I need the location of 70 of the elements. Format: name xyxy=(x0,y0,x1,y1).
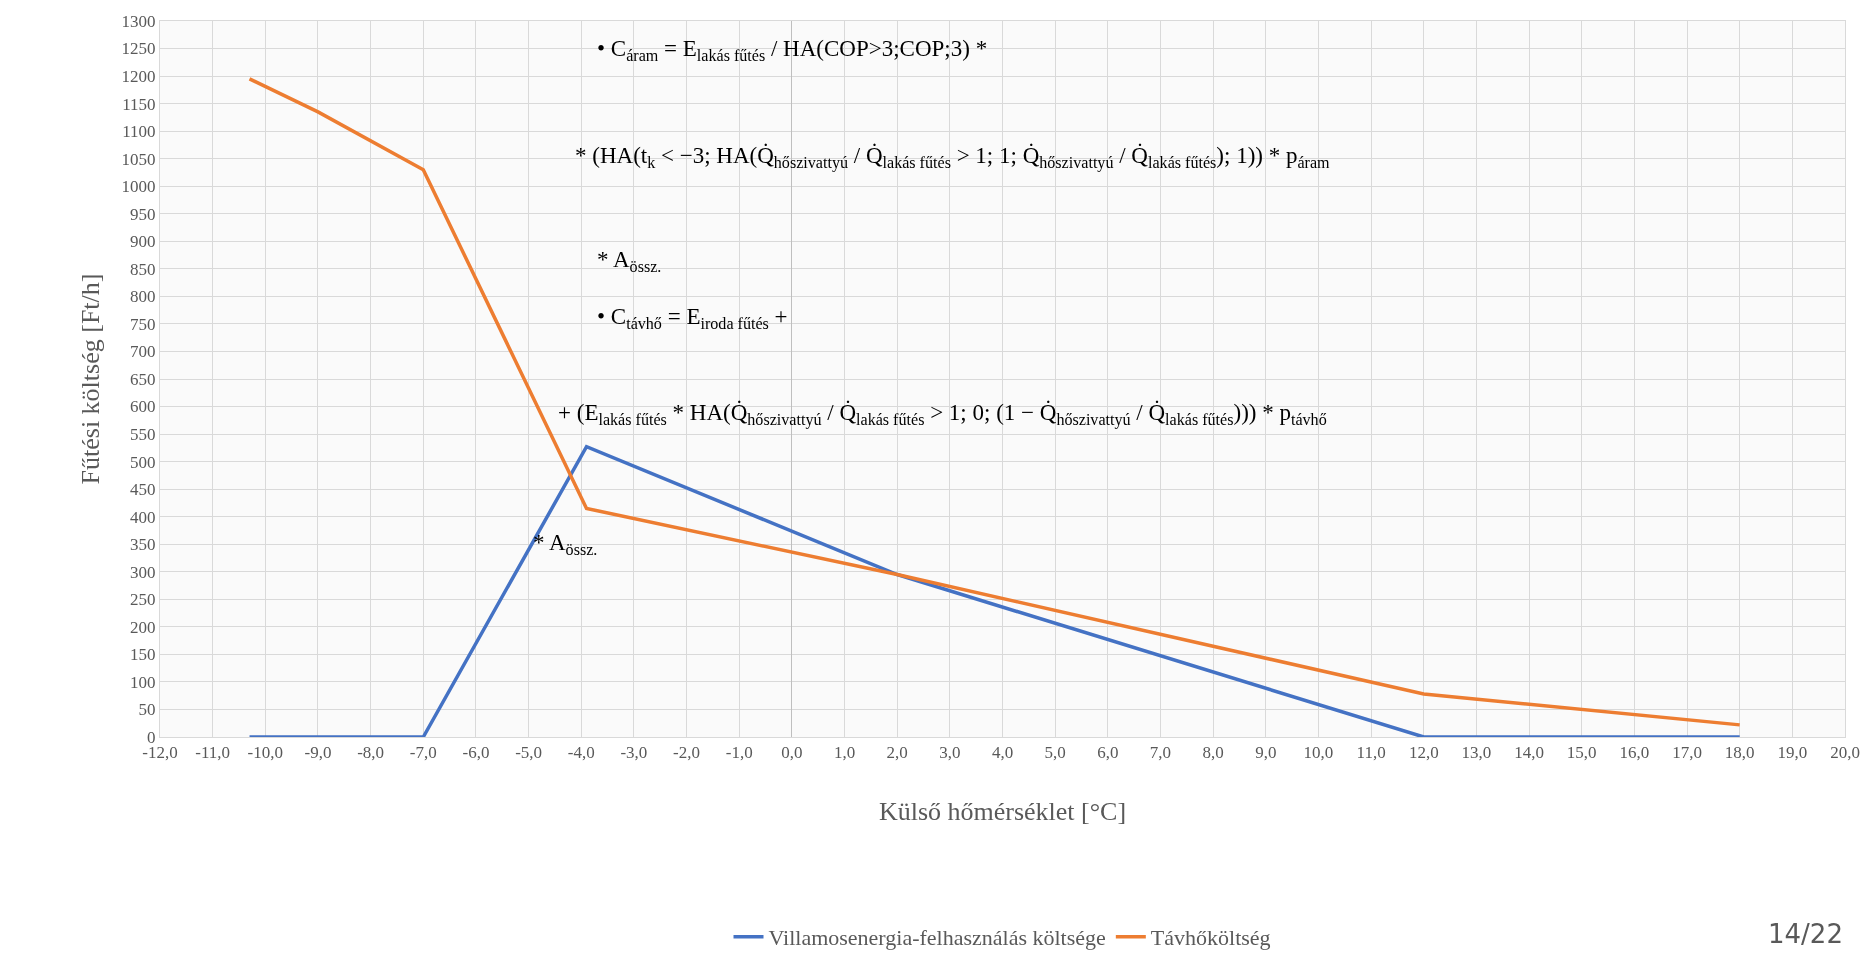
x-tick-label: 20,0 xyxy=(1830,743,1860,763)
y-tick-label: 450 xyxy=(130,480,156,500)
y-tick-label: 900 xyxy=(130,232,156,252)
x-tick-label: 19,0 xyxy=(1777,743,1808,763)
x-tick-label: 10,0 xyxy=(1303,743,1334,763)
x-tick-label: 8,0 xyxy=(1202,743,1224,763)
text: 14/22 xyxy=(1768,919,1843,949)
x-tick-label: 4,0 xyxy=(991,743,1014,763)
x-tick-label: -5,0 xyxy=(515,743,543,763)
x-tick-label: 15,0 xyxy=(1566,743,1597,763)
y-tick-label: 800 xyxy=(130,287,156,307)
annotation: • C$_{távhő}$ = E$_{iroda fűtés}$ + xyxy=(597,304,788,332)
y-tick-label: 500 xyxy=(130,452,156,472)
x-tick-label: 17,0 xyxy=(1672,743,1702,763)
y-tick-label: 400 xyxy=(130,507,156,527)
y-tick-label: 850 xyxy=(130,259,156,279)
y-tick-label: 1200 xyxy=(121,67,156,87)
x-tick-label: -10,0 xyxy=(247,743,284,763)
y-tick-label: 50 xyxy=(138,700,156,720)
y-tick-label: 750 xyxy=(130,314,156,334)
y-tick-label: 1150 xyxy=(122,94,156,114)
x-tick-label: 3,0 xyxy=(939,743,961,763)
x-tick-label: 1,0 xyxy=(833,743,856,763)
x-tick-label: 2,0 xyxy=(886,743,908,763)
x-tick-label: -11,0 xyxy=(195,743,231,763)
y-tick-label: 300 xyxy=(130,562,156,582)
y-tick-label: 550 xyxy=(130,425,156,445)
x-tick-label: -3,0 xyxy=(620,743,648,763)
y-tick-label: 600 xyxy=(130,397,156,417)
x-tick-label: 6,0 xyxy=(1097,743,1119,763)
y-tick-label: 100 xyxy=(130,672,156,692)
y-tick-label: 250 xyxy=(130,590,156,610)
y-axis-title: Fűtési költség [Ft/h] xyxy=(76,273,105,485)
x-tick-label: -2,0 xyxy=(673,743,701,763)
text: + (E$_{lakás fűtés}$ * HA(Q̇$_{hőszivattyú}$ / Q̇$_{lakás fűtés}$ > 1; 0; (1 − Q̇$_{hőszivattyú}$ / Q̇$_{lakás fűtés}$))) * p$_{távhő}$ xyxy=(558,400,1327,429)
x-tick-label: -4,0 xyxy=(567,743,595,763)
y-tick-label: 1050 xyxy=(121,149,156,169)
x-tick-label: -7,0 xyxy=(409,743,437,763)
y-tick-label: 950 xyxy=(130,204,156,224)
annotation: * A$_{össz.}$ xyxy=(533,530,598,558)
y-tick-label: 1100 xyxy=(122,122,156,142)
y-tick-label: 1300 xyxy=(121,11,156,31)
legend-label: Villamosenergia-felhasználás költsége xyxy=(768,925,1106,951)
y-tick-label: 1250 xyxy=(121,39,156,59)
x-tick-label: 7,0 xyxy=(1149,743,1172,763)
line-series xyxy=(247,77,1742,727)
text: * (HA(t$_{k}$ < −3; HA(Q̇$_{hőszivattyú}$ / Q̇$_{lakás fűtés}$ > 1; 1; Q̇$_{hőszivattyú}$ / Q̇$_{lakás fűtés}$); 1)) * p$_{áram}$ xyxy=(575,143,1330,172)
x-tick-label: 9,0 xyxy=(1255,743,1277,763)
annotation: • C$_{áram}$ = E$_{lakás fűtés}$ / HA(COP>3;COP;3) * xyxy=(597,36,988,64)
y-tick-label: 650 xyxy=(130,369,156,389)
x-tick-label: 16,0 xyxy=(1619,743,1650,763)
x-tick-label: 11,0 xyxy=(1356,743,1386,763)
y-tick-label: 700 xyxy=(130,342,156,362)
x-tick-label: -8,0 xyxy=(357,743,385,763)
x-tick-label: 13,0 xyxy=(1461,743,1492,763)
y-tick-label: 150 xyxy=(130,645,156,665)
x-tick-label: 12,0 xyxy=(1408,743,1439,763)
x-tick-label: -1,0 xyxy=(725,743,753,763)
y-tick-label: 200 xyxy=(130,617,156,637)
x-tick-label: 0,0 xyxy=(781,743,803,763)
x-axis-title: Külső hőmérséklet [°C] xyxy=(878,797,1127,827)
y-tick-label: 1000 xyxy=(121,177,156,197)
y-tick-label: 350 xyxy=(130,535,156,555)
annotation: * A$_{össz.}$ xyxy=(597,247,662,275)
x-tick-label: 14,0 xyxy=(1514,743,1544,763)
legend-label: Távhőköltség xyxy=(1150,925,1271,951)
x-tick-label: -9,0 xyxy=(304,743,332,763)
x-tick-label: 18,0 xyxy=(1724,743,1755,763)
x-tick-label: 5,0 xyxy=(1044,743,1066,763)
x-tick-label: -6,0 xyxy=(462,743,490,763)
